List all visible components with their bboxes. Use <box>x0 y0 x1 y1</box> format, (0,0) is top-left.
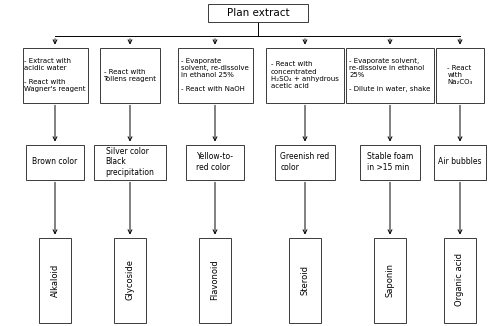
Bar <box>186 144 244 180</box>
Text: Brown color: Brown color <box>32 157 78 167</box>
Text: - Evaporate solvent,
re-dissolve in ethanol
25%

- Dilute in water, shake: - Evaporate solvent, re-dissolve in etha… <box>350 58 430 92</box>
Bar <box>346 48 434 102</box>
Bar <box>360 144 420 180</box>
Bar <box>266 48 344 102</box>
Text: Steroid: Steroid <box>300 265 310 295</box>
Text: - Evaporate
solvent, re-dissolve
in ethanol 25%

- React with NaOH: - Evaporate solvent, re-dissolve in etha… <box>181 58 249 92</box>
Text: Saponin: Saponin <box>386 263 394 297</box>
Text: Plan extract: Plan extract <box>226 8 290 18</box>
Bar <box>434 144 486 180</box>
Bar <box>444 238 476 322</box>
Text: - React with
concentrated
H₂SO₄ + anhydrous
acetic acid: - React with concentrated H₂SO₄ + anhydr… <box>271 62 339 88</box>
Text: Organic acid: Organic acid <box>456 254 464 306</box>
Bar <box>199 238 231 322</box>
Bar <box>39 238 71 322</box>
Text: - Extract with
acidic water

- React with
Wagner's reagent: - Extract with acidic water - React with… <box>24 58 86 92</box>
Bar <box>289 238 321 322</box>
Bar <box>374 238 406 322</box>
Text: - React with
Tollens reagent: - React with Tollens reagent <box>104 68 156 82</box>
Bar <box>100 48 160 102</box>
Text: Flavonoid: Flavonoid <box>210 259 220 300</box>
Bar <box>114 238 146 322</box>
Text: - React
with
Na₂CO₃: - React with Na₂CO₃ <box>448 65 472 85</box>
Text: Air bubbles: Air bubbles <box>438 157 482 167</box>
Text: Silver color
Black
precipitation: Silver color Black precipitation <box>106 147 154 177</box>
Bar <box>436 48 484 102</box>
Text: Stable foam
in >15 min: Stable foam in >15 min <box>367 152 413 172</box>
Bar <box>178 48 252 102</box>
Text: Alkaloid: Alkaloid <box>50 263 59 297</box>
Bar <box>94 144 166 180</box>
Text: Yellow-to-
red color: Yellow-to- red color <box>196 152 234 172</box>
Bar <box>22 48 88 102</box>
Text: Greenish red
color: Greenish red color <box>280 152 330 172</box>
Text: Glycoside: Glycoside <box>126 259 134 301</box>
Bar <box>275 144 335 180</box>
Bar <box>26 144 84 180</box>
Bar <box>208 4 308 22</box>
